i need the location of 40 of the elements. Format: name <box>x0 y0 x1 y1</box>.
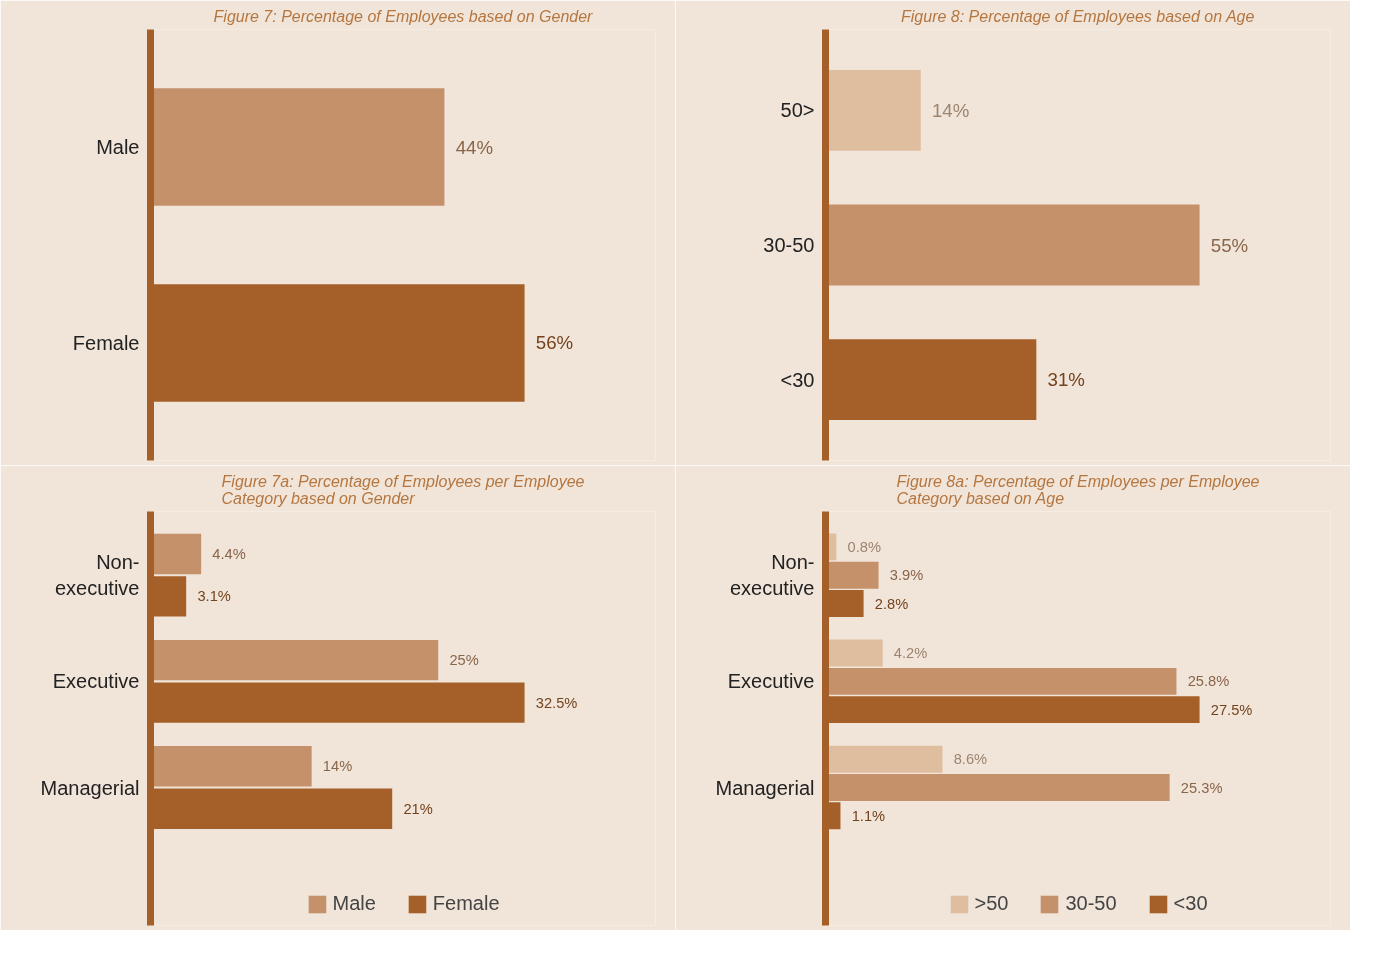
y-tick-label: Male <box>96 136 140 159</box>
data-label: 0.8% <box>847 538 882 555</box>
legend-label: >50 <box>974 892 1009 915</box>
chart-title: Figure 7: Percentage of Employees based on Gender <box>213 7 594 25</box>
data-label: 55% <box>1210 234 1249 256</box>
data-label: 21% <box>403 800 433 817</box>
data-label: 2.8% <box>874 595 909 612</box>
y-tick-label: Female <box>72 331 140 354</box>
data-label: 32.5% <box>535 694 578 711</box>
data-label: 3.9% <box>889 567 924 584</box>
data-label: 27.5% <box>1210 701 1253 718</box>
data-label: 1.1% <box>851 807 886 824</box>
y-tick-label: Executive <box>727 670 815 693</box>
chart-title: Figure 7a: Percentage of Employees per Employee Category based on Gender <box>221 472 585 507</box>
data-label: 25% <box>449 652 479 669</box>
y-tick-label: 50> <box>780 99 815 122</box>
y-tick-label: Non-executive <box>730 550 815 600</box>
legend-label: 30-50 <box>1065 892 1117 915</box>
data-label: 25.8% <box>1187 673 1230 690</box>
y-tick-label: Managerial <box>715 776 815 799</box>
chart-title: Figure 8a: Percentage of Employees per Employee Category based on Age <box>896 472 1260 507</box>
data-label: 25.3% <box>1180 779 1223 796</box>
y-tick-label: 30-50 <box>763 234 815 256</box>
y-tick-label: <30 <box>780 368 815 391</box>
legend-label: Male <box>332 892 376 915</box>
y-tick-label: Non-executive <box>55 550 140 600</box>
y-tick-label: Executive <box>52 670 140 693</box>
data-label: 31% <box>1047 369 1085 391</box>
data-label: 44% <box>455 136 493 158</box>
data-label: 8.6% <box>953 751 988 768</box>
data-label: 3.1% <box>197 588 231 605</box>
legend-label: <30 <box>1173 892 1208 915</box>
legend-label: Female <box>432 892 500 915</box>
data-label: 14% <box>322 758 353 775</box>
y-tick-label: Managerial <box>40 776 140 799</box>
data-label: 56% <box>535 332 574 354</box>
chart-title: Figure 8: Percentage of Employees based on Age <box>901 7 1255 25</box>
data-label: 14% <box>931 99 970 121</box>
data-label: 4.2% <box>893 645 928 662</box>
data-label: 4.4% <box>212 545 246 562</box>
